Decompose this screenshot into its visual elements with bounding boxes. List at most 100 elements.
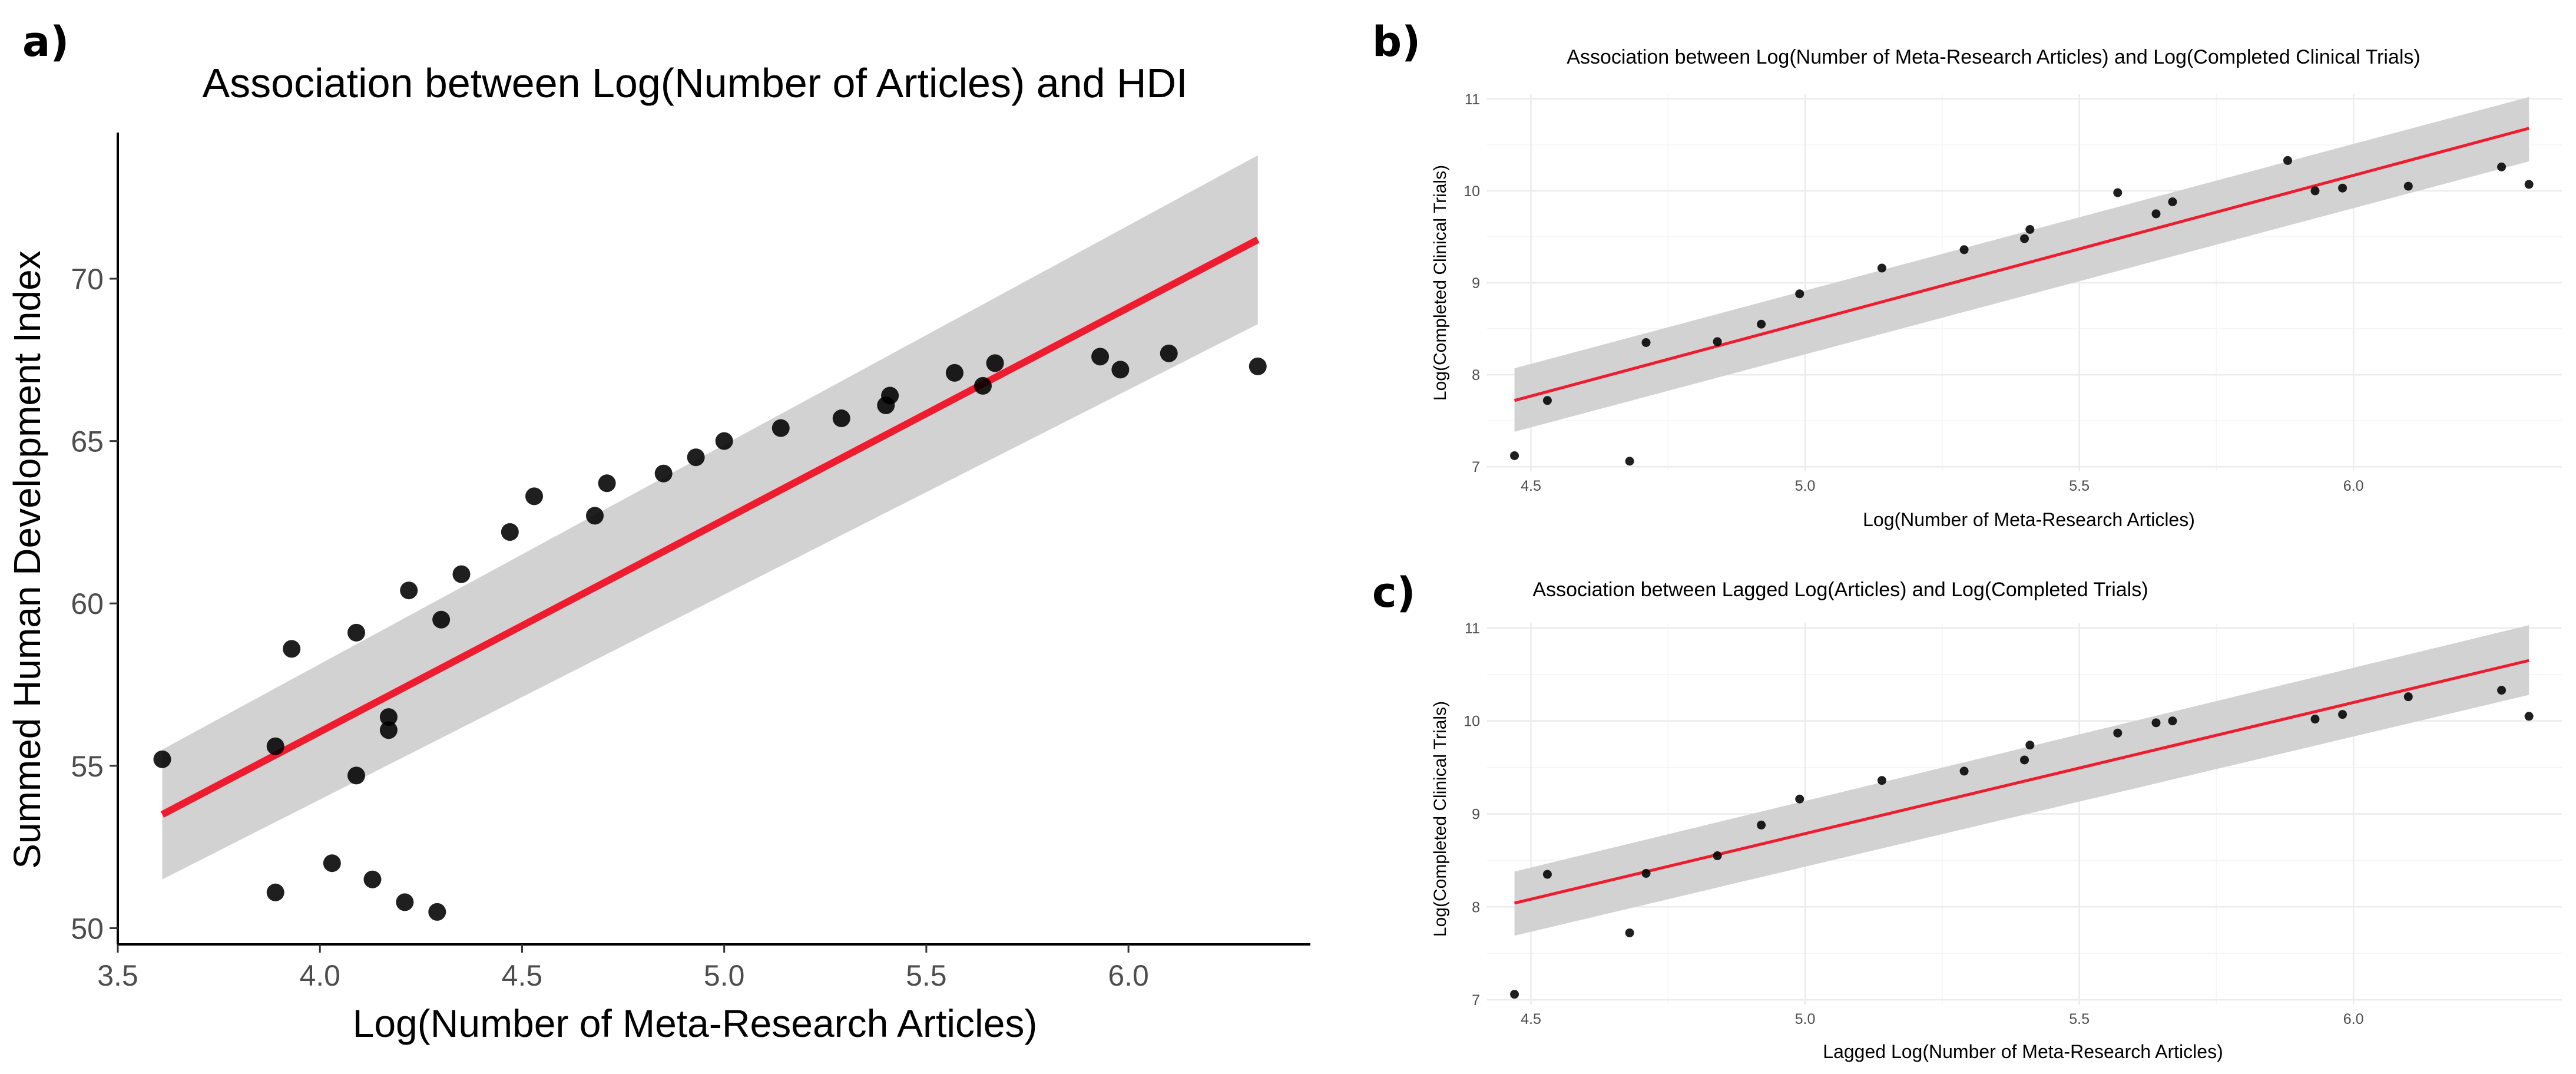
y-tick-label: 11 bbox=[1465, 620, 1480, 637]
panel-c-lagged-scatter: c) Association between Lagged Log(Articl… bbox=[1372, 569, 2562, 1062]
y-tick-label: 65 bbox=[71, 425, 104, 458]
data-point bbox=[2151, 209, 2161, 219]
data-point bbox=[323, 854, 341, 873]
data-point bbox=[1959, 245, 1969, 255]
panel-b-trials-scatter: b) Association between Log(Number of Met… bbox=[1372, 18, 2562, 530]
y-tick-label: 7 bbox=[1472, 992, 1480, 1009]
y-tick-label: 9 bbox=[1472, 275, 1480, 292]
data-point bbox=[1641, 338, 1651, 347]
data-point bbox=[2025, 224, 2035, 234]
y-tick-label: 70 bbox=[71, 263, 104, 296]
x-tick-label: 4.5 bbox=[1521, 1011, 1541, 1027]
data-point bbox=[379, 721, 398, 739]
data-point bbox=[715, 432, 733, 450]
data-point bbox=[452, 565, 471, 583]
panel-a-x-axis-label: Log(Number of Meta-Research Articles) bbox=[353, 1002, 1038, 1045]
data-point bbox=[400, 581, 418, 600]
panel-b-y-axis-label: Log(Completed Clinical Trials) bbox=[1431, 165, 1450, 401]
regression-line bbox=[1514, 127, 2529, 402]
data-point bbox=[2524, 180, 2534, 189]
regression-line bbox=[160, 236, 1260, 818]
data-point bbox=[2283, 156, 2292, 165]
y-tick-label: 50 bbox=[71, 912, 104, 945]
x-tick-label: 3.5 bbox=[97, 959, 138, 992]
data-point bbox=[1249, 357, 1267, 375]
data-point bbox=[2338, 183, 2347, 193]
data-point bbox=[1713, 851, 1722, 861]
panel-a-letter: a) bbox=[22, 18, 69, 66]
y-tick-label: 8 bbox=[1472, 899, 1480, 916]
y-tick-label: 8 bbox=[1472, 367, 1480, 384]
data-point bbox=[525, 487, 544, 505]
data-point bbox=[986, 354, 1004, 372]
data-point bbox=[2025, 741, 2035, 750]
data-point bbox=[1959, 766, 1969, 776]
panel-c-x-axis-label: Lagged Log(Number of Meta-Research Artic… bbox=[1823, 1041, 2223, 1062]
x-tick-label: 5.5 bbox=[906, 959, 947, 992]
data-point bbox=[2020, 234, 2029, 243]
panel-a-plot-area: 3.5 4.0 4.5 5.0 5.5 6.0 50 55 60 65 70 bbox=[71, 133, 1310, 992]
data-point bbox=[1510, 451, 1519, 460]
data-point bbox=[2403, 181, 2413, 191]
data-point bbox=[283, 640, 301, 658]
x-tick-label: 4.0 bbox=[299, 959, 340, 992]
data-point bbox=[832, 409, 850, 428]
data-point bbox=[2020, 755, 2029, 765]
y-tick-label: 11 bbox=[1465, 91, 1480, 108]
data-point bbox=[1641, 868, 1651, 878]
data-point bbox=[347, 766, 365, 785]
data-point bbox=[379, 708, 398, 726]
x-tick-label: 6.0 bbox=[1108, 959, 1149, 992]
x-tick-label: 5.0 bbox=[1795, 478, 1816, 494]
data-point bbox=[1757, 319, 1766, 329]
data-point bbox=[1877, 263, 1886, 273]
panel-a-title: Association between Log(Number of Articl… bbox=[202, 60, 1187, 106]
panel-b-title: Association between Log(Number of Meta-R… bbox=[1567, 46, 2420, 68]
x-tick-label: 5.0 bbox=[704, 959, 745, 992]
y-tick-label: 10 bbox=[1464, 183, 1480, 200]
y-tick-label: 60 bbox=[71, 587, 104, 620]
data-point bbox=[1757, 820, 1766, 830]
data-point bbox=[1877, 776, 1886, 785]
data-point bbox=[2113, 728, 2123, 738]
confidence-band bbox=[162, 155, 1258, 880]
data-point bbox=[2151, 718, 2161, 728]
data-point bbox=[2338, 710, 2347, 719]
panel-a-y-axis-label: Summed Human Development Index bbox=[6, 250, 48, 868]
panel-c-letter: c) bbox=[1372, 569, 1416, 617]
data-point bbox=[974, 376, 992, 395]
data-point bbox=[2524, 712, 2534, 721]
x-tick-label: 6.0 bbox=[2343, 478, 2364, 494]
data-point bbox=[266, 883, 284, 901]
panel-b-plot-area: 4.5 5.0 5.5 6.0 7 8 9 10 11 bbox=[1464, 91, 2562, 494]
data-point bbox=[396, 893, 414, 911]
panel-c-y-axis-label: Log(Completed Clinical Trials) bbox=[1431, 701, 1450, 937]
data-point bbox=[881, 386, 899, 405]
x-tick-label: 5.5 bbox=[2069, 478, 2090, 494]
data-point bbox=[501, 523, 519, 541]
data-point bbox=[363, 870, 382, 888]
y-tick-label: 10 bbox=[1464, 713, 1480, 730]
data-point bbox=[1160, 344, 1178, 362]
data-point bbox=[598, 474, 616, 493]
x-tick-label: 4.5 bbox=[502, 959, 543, 992]
x-tick-label: 5.5 bbox=[2069, 1011, 2090, 1027]
data-point bbox=[1091, 348, 1110, 366]
panel-c-title: Association between Lagged Log(Articles)… bbox=[1532, 579, 2148, 601]
data-point bbox=[687, 448, 705, 467]
data-point bbox=[1542, 396, 1552, 405]
x-tick-label: 5.0 bbox=[1795, 1011, 1816, 1027]
data-point bbox=[2168, 716, 2177, 726]
data-point bbox=[2497, 162, 2507, 171]
data-point bbox=[2168, 197, 2177, 207]
x-tick-label: 4.5 bbox=[1521, 478, 1541, 494]
data-point bbox=[1111, 361, 1130, 379]
panel-b-x-axis-label: Log(Number of Meta-Research Articles) bbox=[1863, 509, 2195, 530]
data-point bbox=[772, 419, 790, 437]
y-tick-label: 7 bbox=[1472, 459, 1480, 475]
data-point bbox=[1542, 870, 1552, 879]
data-point bbox=[153, 750, 171, 768]
panel-c-plot-area: 4.5 5.0 5.5 6.0 7 8 9 10 11 bbox=[1464, 620, 2562, 1027]
data-point bbox=[2310, 715, 2320, 724]
